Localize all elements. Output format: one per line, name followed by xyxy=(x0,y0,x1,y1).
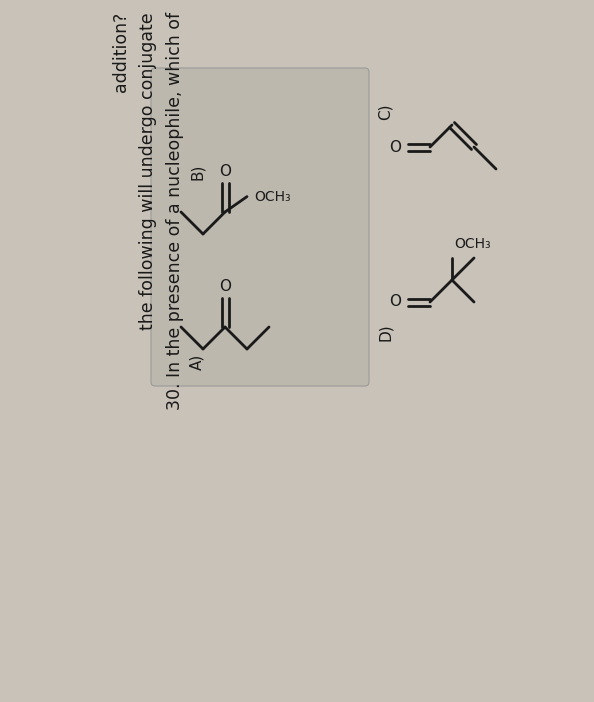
Text: OCH₃: OCH₃ xyxy=(454,237,491,251)
Text: O: O xyxy=(219,164,231,179)
Text: O: O xyxy=(389,140,401,154)
Text: A): A) xyxy=(189,354,204,370)
Text: B): B) xyxy=(189,164,204,180)
Text: O: O xyxy=(389,295,401,310)
FancyBboxPatch shape xyxy=(151,68,369,386)
Text: D): D) xyxy=(378,323,393,340)
Text: 30. In the presence of a nucleophile, which of: 30. In the presence of a nucleophile, wh… xyxy=(166,12,184,410)
Text: C): C) xyxy=(378,104,393,120)
Text: the following will undergo conjugate: the following will undergo conjugate xyxy=(139,12,157,330)
Text: OCH₃: OCH₃ xyxy=(255,190,291,204)
Text: O: O xyxy=(219,279,231,294)
Text: addition?: addition? xyxy=(112,12,130,92)
